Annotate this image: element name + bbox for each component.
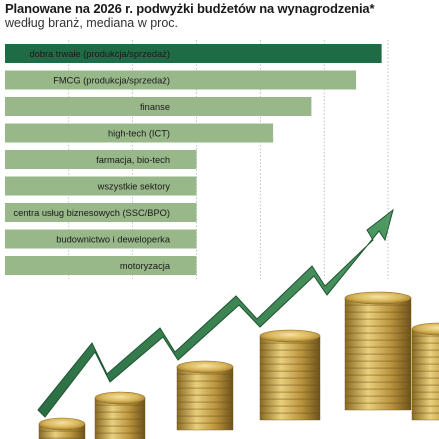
category-label: farmacja, bio-tech [96,155,170,165]
category-labels: dobra trwałe (produkcja/sprzedaż) FMCG (p… [13,49,170,271]
bar [5,70,357,90]
bar [5,229,197,249]
bar [5,123,274,143]
coin-stack [176,360,234,431]
category-label: FMCG (produkcja/sprzedaż) [53,76,170,86]
bar-series [5,44,382,275]
category-label: wszystkie sektory [97,182,171,192]
bar [5,256,197,275]
growth-arrow-icon [37,208,394,418]
category-label: motoryzacja [120,261,171,271]
bar [5,176,197,196]
coin-stack [94,391,146,439]
coin-stack [411,322,439,421]
bar [5,97,312,116]
category-label: budownictwo i deweloperka [56,235,171,245]
category-label: finanse [140,102,170,112]
chart-subtitle: według branż, mediana w proc. [5,16,179,30]
bar [5,44,382,63]
coin-stack [344,291,412,411]
category-label: centra usług biznesowych (SSC/BPO) [13,208,170,218]
chart-title: Planowane na 2026 r. podwyżki budżetów n… [5,1,375,16]
bar [5,203,197,222]
coin-stack [38,417,86,439]
category-label: dobra trwałe (produkcja/sprzedaż) [29,49,170,59]
coin-stacks-illustration [38,291,439,439]
coin-stack [259,329,321,421]
category-label: high-tech (ICT) [108,129,170,139]
bar [5,150,197,169]
